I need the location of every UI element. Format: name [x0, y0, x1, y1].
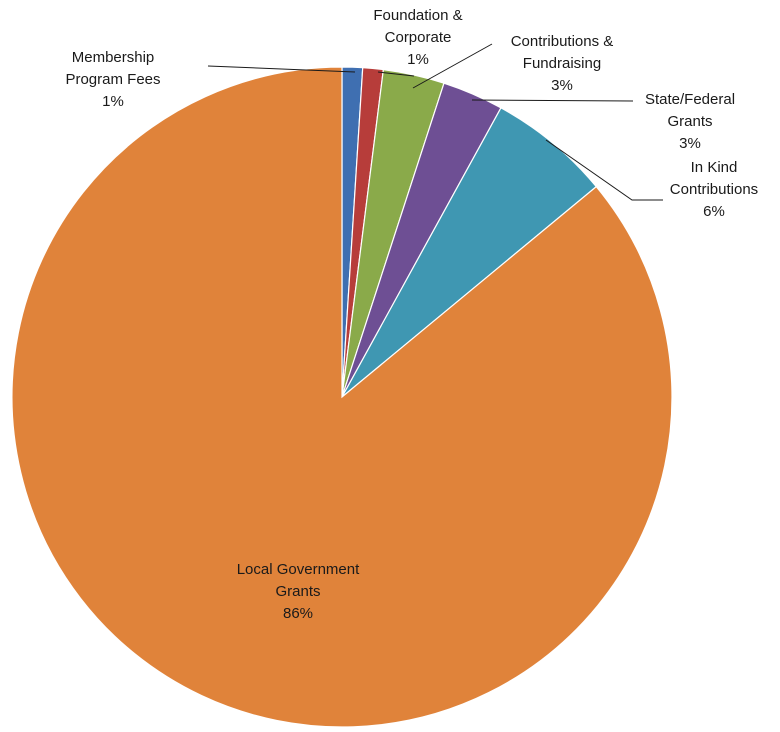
slice-name-line: Contributions: [670, 181, 758, 198]
slice-name-line: State/Federal: [645, 91, 735, 108]
slice-value-label: 3%: [551, 77, 573, 94]
slice-value-label: 86%: [283, 605, 313, 622]
pie-slice-local-government-grants: [11, 66, 673, 728]
slice-label-contributions-fundraising: Contributions & Fundraising 3%: [511, 33, 614, 94]
slice-name-line: Grants: [667, 113, 712, 130]
labels-group: Membership Program Fees 1% Foundation & Corp…: [65, 7, 758, 622]
leader-line-contributions-fundraising: [412, 43, 493, 89]
leader-line-state-federal-grants: [471, 99, 634, 102]
leader-line-membership-program-fees: [207, 65, 356, 73]
pie-slice-in-kind-contributions: [341, 107, 598, 398]
slice-name-line: Membership: [72, 49, 155, 66]
slice-value-label: 6%: [703, 203, 725, 220]
slice-label-membership-program-fees: Membership Program Fees 1%: [65, 49, 160, 110]
leader-line-in-kind-contributions: [545, 139, 663, 201]
slice-name-line: Contributions &: [511, 33, 614, 50]
slice-name-line: Fundraising: [523, 55, 601, 72]
leader-lines-group: [207, 43, 663, 201]
slice-name-line: Program Fees: [65, 71, 160, 88]
slice-name-line: Foundation &: [373, 7, 462, 24]
slice-label-foundation-corporate: Foundation & Corporate 1%: [373, 7, 462, 68]
slice-value-label: 3%: [679, 135, 701, 152]
slice-value-label: 1%: [407, 51, 429, 68]
slice-label-state-federal-grants: State/Federal Grants 3%: [645, 91, 735, 152]
slice-value-label: 1%: [102, 93, 124, 110]
slice-name-line: Corporate: [385, 29, 452, 46]
slice-name-line: In Kind: [691, 159, 738, 176]
slice-label-local-government-grants: Local Government Grants 86%: [237, 561, 360, 622]
slices-group: [11, 66, 673, 728]
leader-line-foundation-corporate: [377, 71, 415, 77]
slice-name-line: Grants: [275, 583, 320, 600]
slice-label-in-kind-contributions: In Kind Contributions 6%: [670, 159, 758, 220]
slice-name-line: Local Government: [237, 561, 360, 578]
